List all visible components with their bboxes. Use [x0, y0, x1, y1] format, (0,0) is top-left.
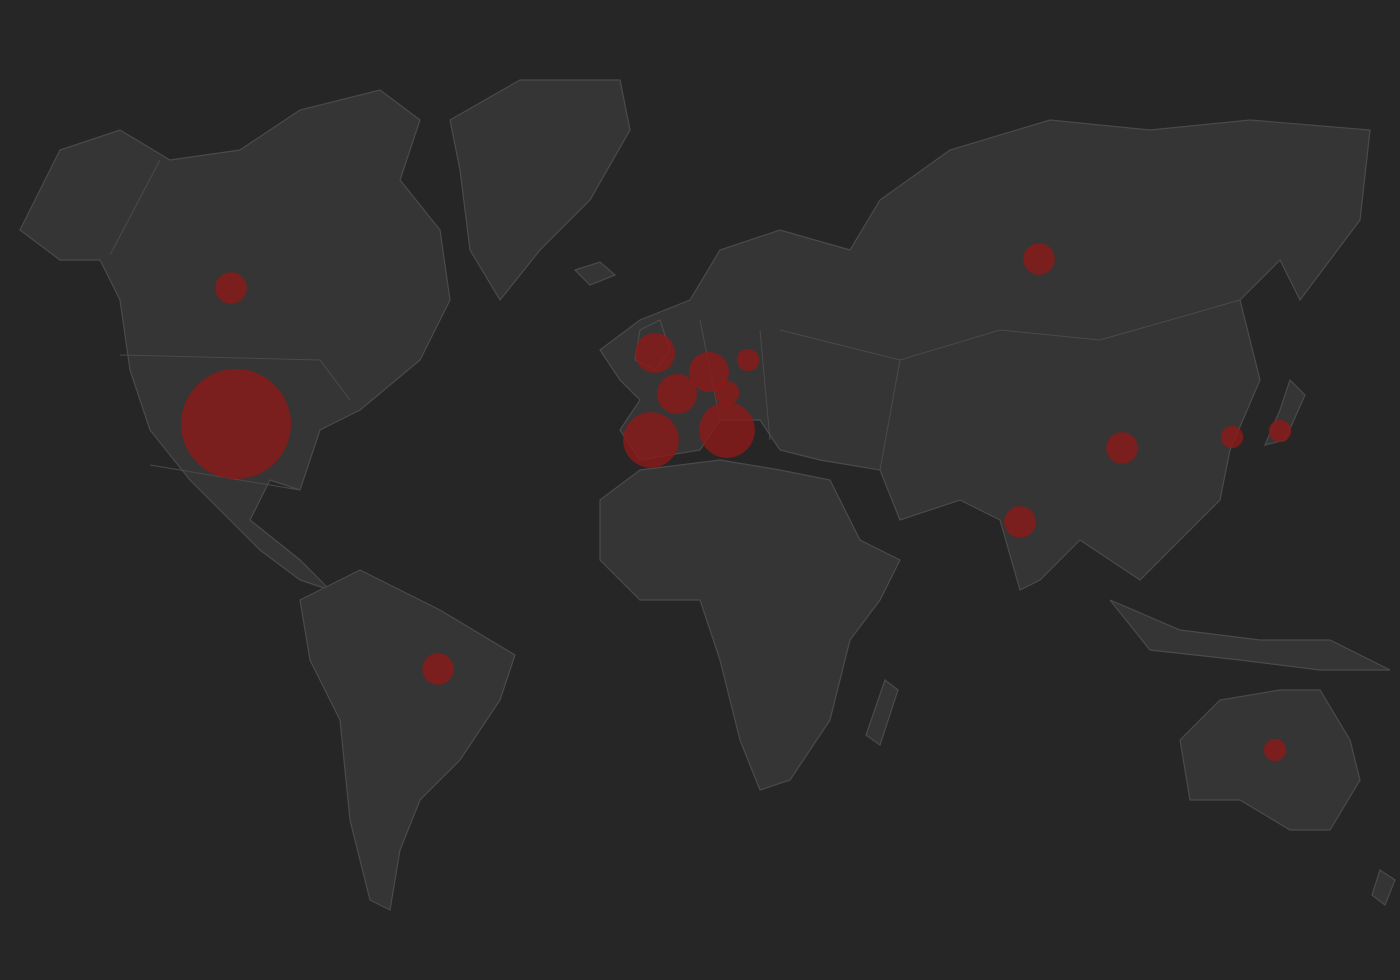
bubble — [1263, 738, 1287, 762]
bubble — [1004, 506, 1036, 538]
us-canada-border — [119, 354, 351, 401]
bubble — [422, 653, 454, 685]
land — [19, 79, 1396, 911]
bubble — [714, 380, 740, 406]
greenland — [449, 79, 631, 302]
bubble — [181, 369, 291, 479]
africa — [599, 459, 901, 791]
indonesia — [1109, 599, 1391, 671]
new-zealand — [1371, 869, 1396, 906]
bubble — [736, 348, 760, 372]
bubble — [657, 374, 697, 414]
bubble — [635, 333, 675, 373]
bubble — [1023, 243, 1055, 275]
bubble — [623, 412, 679, 468]
bubble — [1268, 419, 1292, 443]
russia-border — [779, 299, 1241, 361]
bubble — [1220, 425, 1244, 449]
madagascar — [865, 679, 899, 746]
bubble — [215, 272, 247, 304]
alaska-border — [109, 159, 161, 256]
iceland — [573, 261, 617, 286]
bubbles — [181, 243, 1292, 762]
bubble — [689, 352, 729, 392]
south-america — [299, 569, 516, 911]
bubble — [699, 402, 755, 458]
bubble — [1106, 432, 1138, 464]
